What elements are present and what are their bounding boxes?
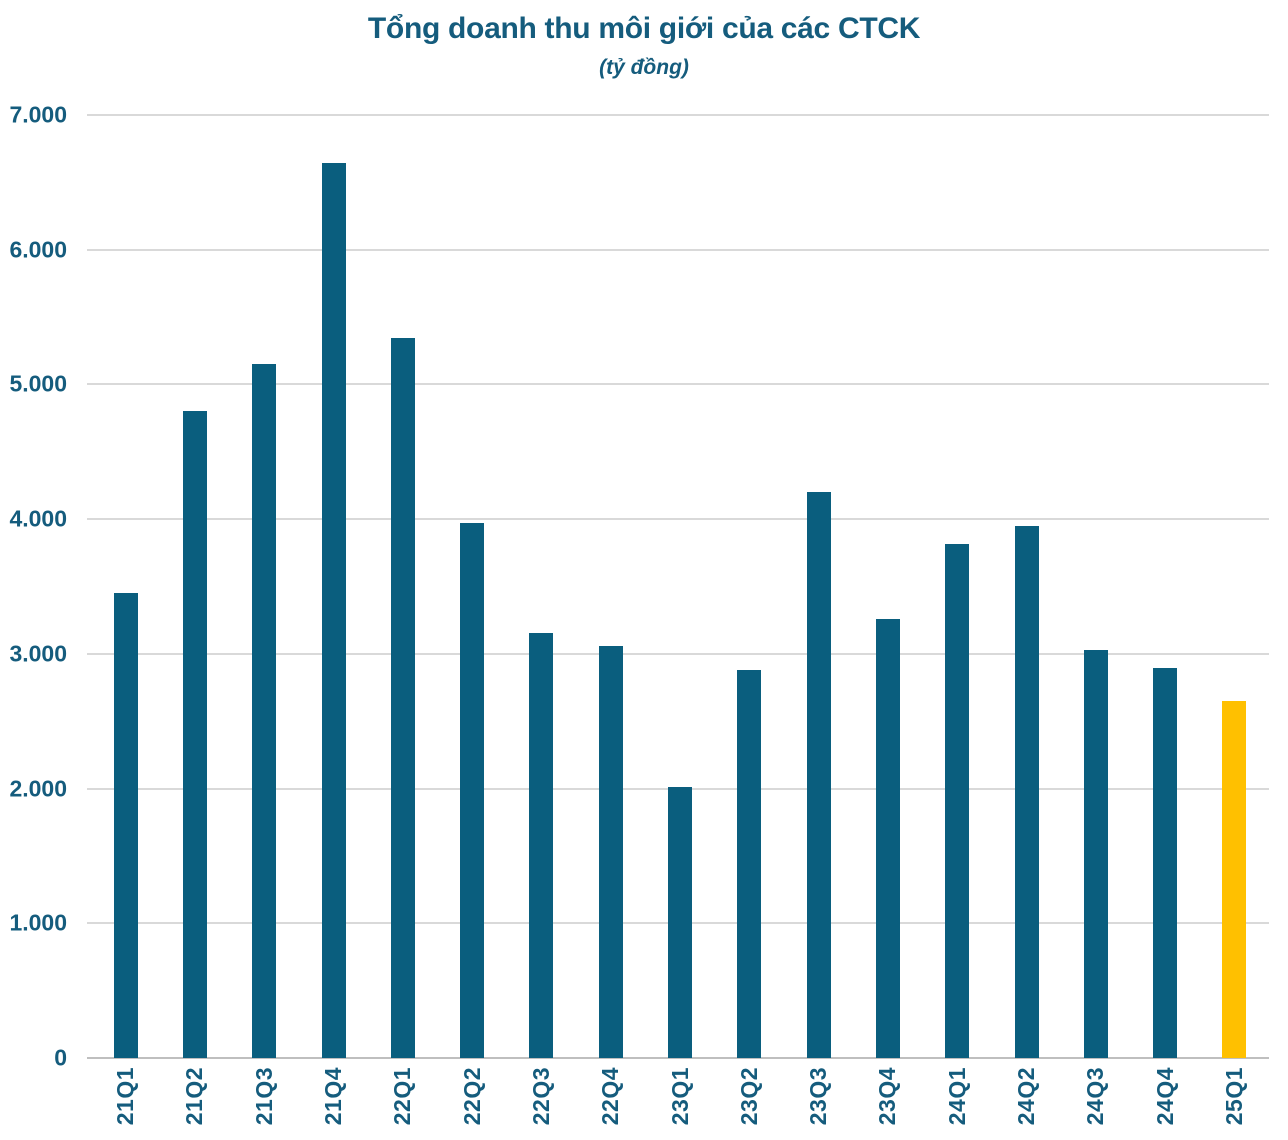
- bar-24Q2: [1014, 525, 1039, 1058]
- x-tick-label-24Q4: 24Q4: [1151, 1067, 1178, 1126]
- x-slot-23Q3: 23Q3: [784, 1067, 853, 1125]
- bar-slot-24Q1: [923, 115, 992, 1058]
- y-tick-label-2.000: 2.000: [9, 775, 67, 802]
- bar-22Q1: [390, 337, 415, 1058]
- x-tick-label-24Q2: 24Q2: [1013, 1067, 1039, 1126]
- x-tick-label-21Q1: 21Q1: [112, 1067, 139, 1126]
- gridline: [87, 114, 1269, 116]
- bar-slot-22Q2: [437, 115, 506, 1058]
- x-slot-22Q2: 22Q2: [437, 1067, 506, 1125]
- x-slot-22Q3: 22Q3: [507, 1067, 576, 1125]
- x-tick-label-24Q1: 24Q1: [943, 1067, 970, 1126]
- y-tick-label-7.000: 7.000: [9, 101, 67, 128]
- chart-subtitle: (tỷ đồng): [599, 56, 689, 79]
- bar-23Q4: [875, 618, 900, 1058]
- x-slot-25Q1: 25Q1: [1200, 1067, 1269, 1125]
- bar-22Q2: [460, 522, 485, 1058]
- bar-22Q3: [529, 632, 554, 1058]
- x-tick-label-22Q4: 22Q4: [597, 1067, 624, 1126]
- plot-area: 0 1.000 2.000 3.000 4.000 5.000 6.000 7.000 21Q…: [9, 103, 1269, 1125]
- bar-23Q2: [737, 670, 762, 1058]
- bar-slot-23Q4: [853, 115, 922, 1058]
- bar-slot-22Q4: [576, 115, 645, 1058]
- x-tick-label-23Q3: 23Q3: [805, 1067, 832, 1126]
- x-slot-23Q2: 23Q2: [715, 1067, 784, 1125]
- x-tick-label-23Q2: 23Q2: [735, 1067, 762, 1126]
- y-tick-label-4.000: 4.000: [9, 505, 67, 532]
- bar-24Q4: [1153, 668, 1178, 1058]
- bar-slot-23Q3: [784, 115, 853, 1058]
- x-slot-22Q1: 22Q1: [368, 1067, 437, 1125]
- gridline: [87, 518, 1269, 521]
- bar-21Q1: [113, 593, 138, 1058]
- x-slot-24Q1: 24Q1: [923, 1067, 992, 1125]
- bar-slot-24Q3: [1061, 115, 1130, 1058]
- x-slot-23Q4: 23Q4: [853, 1067, 922, 1125]
- bar-slot-21Q1: [91, 115, 160, 1058]
- bars: [91, 115, 1269, 1058]
- y-tick-label-5.000: 5.000: [9, 370, 67, 397]
- bar-slot-25Q1: [1200, 115, 1269, 1058]
- bar-24Q3: [1083, 649, 1108, 1058]
- x-tick-label-22Q1: 22Q1: [389, 1067, 416, 1126]
- bar-23Q3: [806, 492, 831, 1058]
- x-axis-line: [87, 1057, 1269, 1059]
- bar-21Q2: [182, 410, 207, 1058]
- bar-slot-22Q3: [507, 115, 576, 1058]
- x-tick-label-23Q4: 23Q4: [874, 1067, 901, 1126]
- bar-23Q1: [668, 787, 693, 1058]
- x-axis-labels: 21Q1 21Q2 21Q3 21Q4 22Q1 22Q2 22Q3 22Q4 23Q1 23Q2…: [91, 1067, 1269, 1125]
- y-tick-label-3.000: 3.000: [9, 640, 67, 667]
- x-slot-24Q3: 24Q3: [1061, 1067, 1130, 1125]
- x-slot-21Q4: 21Q4: [299, 1067, 368, 1125]
- bar-slot-21Q4: [299, 115, 368, 1058]
- gridline: [87, 248, 1269, 251]
- x-slot-24Q4: 24Q4: [1130, 1067, 1199, 1125]
- bar-21Q3: [252, 364, 277, 1058]
- x-slot-21Q2: 21Q2: [160, 1067, 229, 1125]
- bar-slot-21Q3: [230, 115, 299, 1058]
- x-slot-21Q1: 21Q1: [91, 1067, 160, 1125]
- x-tick-label-23Q1: 23Q1: [666, 1067, 693, 1126]
- x-tick-label-22Q2: 22Q2: [458, 1067, 485, 1126]
- y-tick-label-6.000: 6.000: [9, 236, 67, 263]
- bar-slot-22Q1: [368, 115, 437, 1058]
- bar-25Q1: [1222, 701, 1247, 1058]
- bar-slot-21Q2: [160, 115, 229, 1058]
- x-tick-label-22Q3: 22Q3: [527, 1067, 554, 1126]
- gridline: [87, 383, 1269, 386]
- bar-24Q1: [945, 544, 970, 1058]
- x-tick-label-25Q1: 25Q1: [1220, 1067, 1247, 1126]
- bar-21Q4: [321, 162, 346, 1058]
- x-tick-label-24Q3: 24Q3: [1082, 1067, 1109, 1126]
- bar-slot-24Q2: [992, 115, 1061, 1058]
- chart-title: Tổng doanh thu môi giới của các CTCK: [367, 12, 921, 45]
- bar-slot-24Q4: [1130, 115, 1199, 1058]
- x-tick-label-21Q2: 21Q2: [181, 1067, 208, 1126]
- x-slot-21Q3: 21Q3: [230, 1067, 299, 1125]
- bar-slot-23Q2: [715, 115, 784, 1058]
- x-tick-label-21Q4: 21Q4: [320, 1067, 347, 1126]
- bar-22Q4: [598, 645, 623, 1058]
- bar-slot-23Q1: [645, 115, 714, 1058]
- gridline: [87, 652, 1269, 655]
- x-slot-24Q2: 24Q2: [992, 1067, 1061, 1125]
- x-slot-22Q4: 22Q4: [576, 1067, 645, 1125]
- y-tick-label-0: 0: [54, 1044, 67, 1071]
- x-tick-label-21Q3: 21Q3: [250, 1067, 277, 1126]
- x-slot-23Q1: 23Q1: [645, 1067, 714, 1125]
- y-tick-label-1.000: 1.000: [9, 909, 67, 936]
